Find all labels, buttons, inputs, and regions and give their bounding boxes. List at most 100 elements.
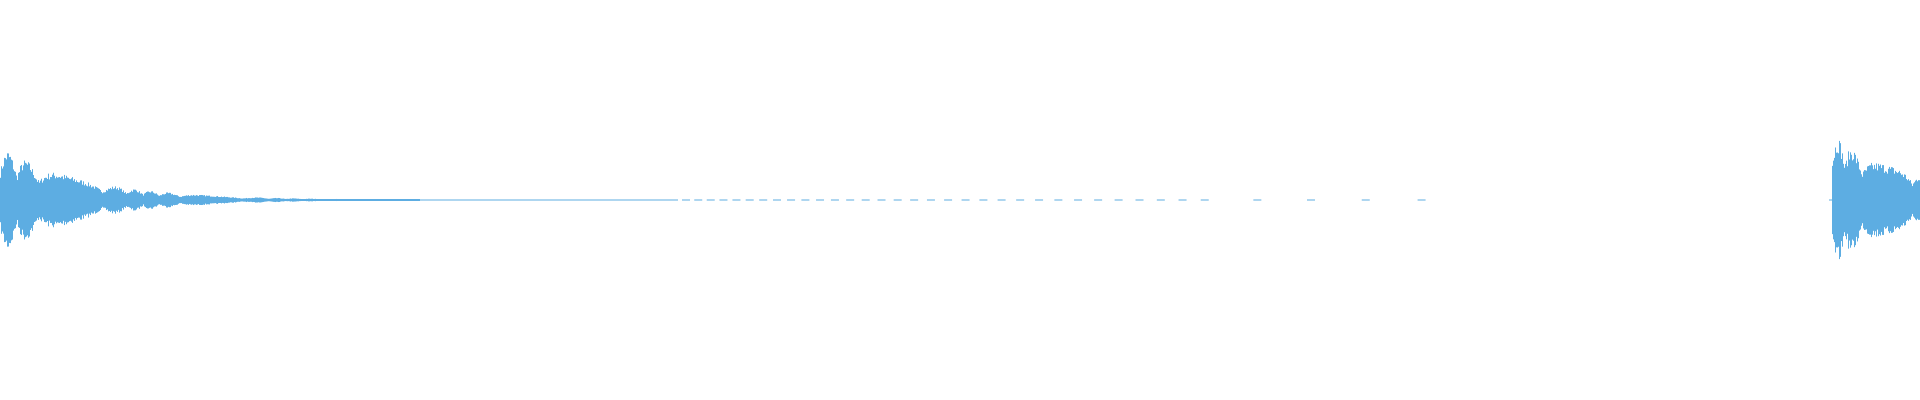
waveform-sample: [1881, 168, 1882, 232]
waveform-sample: [70, 179, 71, 221]
waveform-sample: [110, 187, 111, 213]
waveform-sample: [28, 162, 29, 238]
waveform-sample: [224, 196, 225, 204]
waveform-sample: [401, 199, 402, 201]
waveform-sample: [172, 193, 173, 207]
waveform-sample: [130, 192, 131, 208]
waveform-sample: [252, 197, 253, 203]
waveform-sample: [326, 199, 327, 201]
waveform-sample: [213, 196, 214, 204]
waveform-sample: [315, 198, 316, 202]
waveform-sample: [208, 195, 209, 205]
waveform-sample: [1911, 183, 1912, 217]
waveform-sample: [1915, 180, 1916, 220]
waveform-sample: [1852, 160, 1853, 240]
waveform-sample: [332, 199, 333, 201]
waveform-sample: [1906, 178, 1907, 222]
waveform-sample: [3, 166, 4, 234]
waveform-sample: [246, 197, 247, 203]
waveform-sample: [284, 198, 285, 202]
waveform-sample: [365, 199, 366, 201]
waveform-sample: [221, 196, 222, 204]
waveform-sample: [216, 196, 217, 204]
waveform-sample: [65, 178, 66, 222]
waveform-sample: [44, 178, 45, 222]
waveform-sample: [407, 199, 408, 201]
waveform-sample: [140, 193, 141, 207]
waveform-sample: [176, 195, 177, 205]
waveform-sample: [160, 195, 161, 205]
waveform-sample: [203, 195, 204, 205]
waveform-clip-1[interactable]: [0, 153, 420, 247]
waveform-sample: [410, 199, 411, 201]
waveform-silence-line: [420, 199, 1426, 201]
waveform-sample: [268, 198, 269, 202]
waveform-sample: [133, 189, 134, 211]
waveform-sample: [392, 199, 393, 201]
waveform-sample: [366, 199, 367, 201]
waveform-sample: [173, 195, 174, 205]
waveform-sample: [1918, 180, 1919, 220]
waveform-sample: [220, 197, 221, 203]
waveform-sample: [100, 190, 101, 210]
silence-dash: [1156, 199, 1165, 201]
waveform-sample: [94, 188, 95, 212]
waveform-sample: [5, 158, 6, 242]
waveform-sample: [96, 187, 97, 213]
waveform-sample: [118, 190, 119, 210]
waveform-sample: [373, 199, 374, 201]
silence-dash: [1178, 199, 1187, 201]
waveform-sample: [260, 197, 261, 203]
waveform-sample: [1850, 152, 1851, 248]
waveform-sample: [310, 198, 311, 202]
waveform-sample: [371, 199, 372, 201]
waveform-sample: [57, 177, 58, 223]
waveform-sample: [112, 186, 113, 214]
waveform-sample: [71, 178, 72, 222]
waveform-sample: [89, 186, 90, 214]
waveform-sample: [248, 198, 249, 202]
waveform-sample: [340, 199, 341, 201]
waveform-sample: [10, 156, 11, 244]
waveform-sample: [372, 199, 373, 201]
waveform-sample: [135, 189, 136, 211]
waveform-clip-2[interactable]: [1829, 140, 1920, 260]
silence-dash: [910, 199, 919, 201]
waveform-sample: [337, 199, 338, 201]
waveform-sample: [305, 199, 306, 201]
waveform-sample: [123, 190, 124, 210]
waveform-sample: [67, 177, 68, 223]
waveform-sample: [1875, 168, 1876, 232]
waveform-sample: [386, 199, 387, 201]
waveform-sample: [1893, 168, 1894, 232]
waveform-sample: [409, 199, 410, 201]
waveform-sample: [152, 191, 153, 209]
waveform-sample: [76, 180, 77, 220]
waveform-sample: [73, 180, 74, 220]
waveform-sample: [302, 199, 303, 201]
waveform-sample: [1838, 153, 1839, 247]
waveform-sample: [1891, 167, 1892, 233]
waveform-sample: [259, 197, 260, 203]
waveform-sample: [286, 198, 287, 202]
waveform-sample: [291, 198, 292, 202]
waveform-sample: [251, 198, 252, 202]
waveform-sample: [344, 199, 345, 201]
waveform-sample: [156, 193, 157, 207]
waveform-sample: [177, 195, 178, 205]
waveform-sample: [109, 189, 110, 211]
waveform-sample: [281, 198, 282, 202]
waveform-sample: [243, 198, 244, 202]
waveform-sample: [131, 190, 132, 210]
waveform-sample: [257, 197, 258, 203]
waveform-sample: [61, 176, 62, 224]
waveform-sample: [86, 185, 87, 215]
waveform-sample: [227, 196, 228, 204]
waveform-sample: [377, 199, 378, 201]
waveform-sample: [301, 199, 302, 201]
silence-dash: [846, 199, 855, 201]
silence-dash: [787, 199, 796, 201]
waveform-sample: [188, 195, 189, 205]
waveform-sample: [328, 199, 329, 201]
